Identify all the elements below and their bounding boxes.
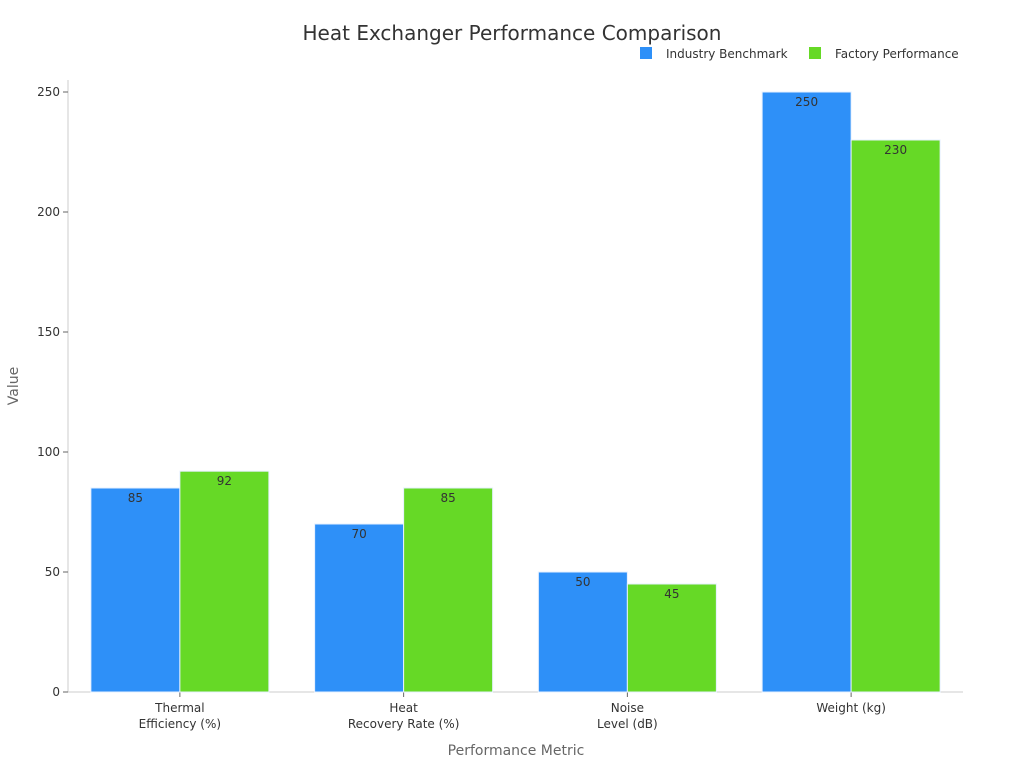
bar-industry-benchmark[interactable] [90, 487, 181, 693]
chart-title: Heat Exchanger Performance Comparison [303, 21, 722, 45]
legend-swatch [640, 47, 652, 59]
x-tick-label: Recovery Rate (%) [348, 717, 460, 731]
data-label: 85 [440, 491, 455, 505]
bar-factory-performance[interactable] [626, 583, 717, 693]
x-axis-label: Performance Metric [448, 743, 585, 759]
bar-factory-performance[interactable] [403, 487, 494, 693]
x-tick-label: Thermal [154, 701, 204, 715]
legend: Industry Benchmark Factory Performance [640, 47, 959, 61]
bar-factory-performance[interactable] [179, 470, 270, 693]
legend-label[interactable]: Industry Benchmark [666, 47, 788, 61]
x-tick-label: Weight (kg) [816, 701, 886, 715]
y-tick-label: 100 [37, 445, 60, 459]
x-tick-label: Heat [389, 701, 418, 715]
y-axis-label: Value [6, 367, 22, 405]
data-label: 85 [128, 491, 143, 505]
data-label: 45 [664, 587, 679, 601]
y-tick-label: 250 [37, 85, 60, 99]
y-tick-label: 0 [52, 685, 60, 699]
data-label: 230 [884, 143, 907, 157]
legend-swatch [809, 47, 821, 59]
data-label: 70 [351, 527, 366, 541]
data-label: 50 [575, 575, 590, 589]
y-tick-label: 50 [45, 565, 60, 579]
bars: 85 92 70 85 50 45 250 230 [90, 91, 941, 693]
x-tick-label: Efficiency (%) [139, 717, 221, 731]
bar-industry-benchmark[interactable] [537, 571, 628, 693]
y-tick-label: 200 [37, 205, 60, 219]
y-tick-label: 150 [37, 325, 60, 339]
data-label: 250 [795, 95, 818, 109]
axes: 0 50 100 150 200 250 Thermal Efficiency (%) Heat… [37, 80, 963, 731]
legend-label[interactable]: Factory Performance [835, 47, 959, 61]
x-tick-label: Noise [611, 701, 644, 715]
x-tick-label: Level (dB) [597, 717, 658, 731]
bar-industry-benchmark[interactable] [314, 523, 405, 693]
bar-industry-benchmark[interactable] [761, 91, 852, 693]
bar-factory-performance[interactable] [850, 139, 941, 693]
data-label: 92 [217, 474, 232, 488]
